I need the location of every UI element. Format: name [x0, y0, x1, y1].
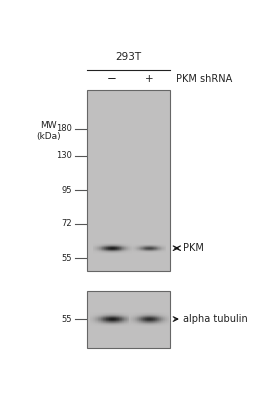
- Text: 72: 72: [61, 219, 72, 228]
- Text: alpha tubulin: alpha tubulin: [183, 314, 248, 324]
- Text: PKM: PKM: [183, 243, 204, 253]
- Text: MW
(kDa): MW (kDa): [36, 121, 61, 141]
- Text: 55: 55: [61, 254, 72, 263]
- Bar: [87, 290, 170, 348]
- Text: 55: 55: [61, 314, 72, 324]
- Text: 180: 180: [56, 124, 72, 133]
- Text: −: −: [107, 72, 117, 85]
- Text: 130: 130: [56, 151, 72, 160]
- Bar: [87, 90, 170, 271]
- Text: 293T: 293T: [115, 52, 142, 62]
- Text: PKM shRNA: PKM shRNA: [176, 74, 233, 84]
- Text: +: +: [145, 74, 154, 84]
- Text: 95: 95: [61, 186, 72, 195]
